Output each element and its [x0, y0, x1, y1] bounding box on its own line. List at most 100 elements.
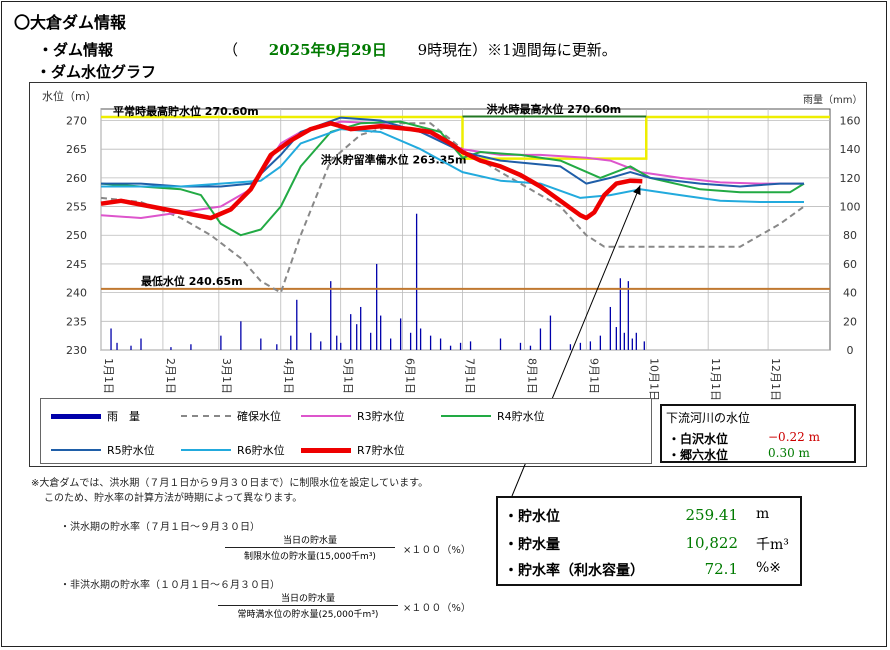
series-line	[100, 121, 643, 221]
y2-tick-label: 20	[843, 315, 857, 328]
rainfall-bar	[599, 335, 602, 350]
dam-info-label: ・ダム情報	[38, 41, 114, 59]
dam-info-date: （ 2025年9月29日 9時現在）※1週間毎に更新。	[223, 39, 617, 60]
stat-level-label: ・貯水位	[504, 509, 560, 525]
rainfall-bar	[330, 281, 332, 350]
rainfall-bar	[619, 278, 621, 350]
rainfall-bar	[627, 281, 629, 350]
rainfall-bar	[579, 342, 582, 350]
flood-max-label: 洪水時最高水位 270.60m	[486, 102, 621, 116]
time-note: 9時現在）※1週間毎に更新。	[417, 41, 617, 59]
stat-rate-unit: %※	[756, 560, 782, 576]
flood-multiplier: ×１００（%）	[403, 545, 471, 556]
date-value: 2025年9月29日	[268, 41, 387, 59]
x-tick-label: 7月1日	[464, 358, 477, 394]
note-line-1: ※大倉ダムでは、洪水期（７月１日から９月３０日まで）に制限水位を設定しています。	[31, 478, 429, 489]
y-tick-label: 270	[66, 114, 87, 127]
stat-level-unit: m	[756, 506, 770, 522]
rainfall-bar	[415, 213, 418, 350]
rainfall-bar	[140, 338, 142, 350]
legend-kakuho: 確保水位	[181, 408, 281, 424]
open-paren: （	[223, 41, 239, 59]
x-tick-label: 8月1日	[525, 358, 538, 394]
nonflood-multiplier: ×１００（%）	[403, 603, 471, 614]
rainfall-bar	[356, 324, 358, 350]
pointer-arrow-head	[633, 185, 641, 196]
rainfall-bar	[296, 299, 298, 350]
x-tick-label: 6月1日	[404, 358, 417, 394]
legend-r5-swatch	[51, 449, 101, 451]
rainfall-bar	[623, 332, 625, 350]
y2-tick-label: 60	[843, 258, 857, 271]
rainfall-bar	[170, 347, 172, 350]
legend-r4-label: R4貯水位	[497, 410, 545, 423]
rainfall-bar	[130, 345, 132, 350]
legend-r6: R6貯水位	[181, 442, 285, 458]
x-tick-label: 2月1日	[164, 358, 177, 394]
y2-tick-label: 0	[847, 344, 854, 357]
x-tick-label: 10月1日	[647, 358, 660, 401]
x-tick-label: 3月1日	[220, 358, 233, 394]
rainfall-bar	[569, 344, 572, 350]
rainfall-bar	[635, 332, 637, 350]
x-tick-label: 9月1日	[587, 358, 600, 394]
stat-volume-value: 10,822	[685, 534, 739, 552]
y2-tick-label: 100	[840, 201, 861, 214]
y-axis-title: 水位（m）	[42, 90, 97, 103]
rainfall-bar	[419, 328, 422, 350]
y-tick-label: 235	[66, 315, 87, 328]
rainfall-bar	[459, 342, 462, 350]
rainfall-bar	[549, 315, 552, 350]
legend-rain-label: 雨 量	[107, 410, 140, 423]
rainfall-bar	[643, 341, 645, 350]
y-tick-label: 230	[66, 344, 87, 357]
series-line	[101, 128, 804, 203]
rainfall-bar	[539, 328, 542, 350]
nonflood-formula-fraction: 当日の貯水量 常時満水位の貯水量(25,000千m³)	[218, 591, 398, 620]
legend-r3-label: R3貯水位	[357, 410, 405, 423]
rainfall-bar	[290, 335, 292, 350]
rainfall-bar	[399, 318, 402, 350]
rainfall-bar	[376, 263, 378, 350]
rainfall-bar	[310, 332, 312, 350]
legend-r6-label: R6貯水位	[237, 444, 285, 457]
y-tick-label: 245	[66, 258, 87, 271]
flood-formula-fraction: 当日の貯水量 制限水位の貯水量(15,000千m³)	[225, 533, 395, 562]
y-tick-label: 265	[66, 143, 87, 156]
page-title: 〇大倉ダム情報	[14, 13, 127, 32]
normal-max-level-line	[101, 115, 830, 160]
legend-r7: R7貯水位	[301, 442, 405, 458]
graph-heading: ・ダム水位グラフ	[36, 63, 157, 81]
x-tick-label: 4月1日	[282, 358, 295, 394]
rainfall-bar	[370, 332, 372, 350]
rainfall-bar	[409, 332, 412, 350]
y-tick-label: 250	[66, 229, 87, 242]
water-level-chart: 230 235 240 245 250 255 260 265 270 0 20 40 60 80 100 1…	[66, 102, 861, 497]
rainfall-bar	[110, 328, 112, 350]
dam-info-line: ・ダム情報 （ 2025年9月29日 9時現在）※1週間毎に更新。	[38, 39, 617, 60]
rainfall-bar	[449, 345, 452, 350]
y2-tick-label: 80	[843, 229, 857, 242]
nonflood-formula-title: ・非洪水期の貯水率（１０月１日〜６月３０日）	[60, 580, 280, 591]
rainfall-bar	[439, 338, 442, 350]
legend-r3: R3貯水位	[301, 408, 405, 424]
y2-tick-label: 120	[840, 172, 861, 185]
rainfall-bar	[499, 338, 502, 350]
legend-r4: R4貯水位	[441, 408, 545, 424]
flood-denominator: 制限水位の貯水量(15,000千m³)	[244, 552, 376, 562]
rainfall-bar	[340, 342, 342, 350]
series-line	[100, 122, 805, 294]
rainfall-bar	[260, 338, 262, 350]
series-line	[101, 116, 804, 188]
river-level-box: 下流河川の水位 ・白沢水位 −0.22 m ・郷六水位 0.30 m	[660, 404, 856, 463]
river-row-shirasawa: ・白沢水位 −0.22 m	[668, 430, 848, 447]
rainfall-bar	[390, 338, 392, 350]
y-tick-label: 260	[66, 172, 87, 185]
flood-formula-title: ・洪水期の貯水率（７月１日〜９月３０日）	[60, 522, 260, 533]
x-tick-label: 11月1日	[709, 358, 722, 401]
legend-r7-label: R7貯水位	[357, 444, 405, 457]
rainfall-bar	[190, 344, 192, 350]
legend-kakuho-swatch	[181, 415, 231, 417]
rainfall-bar	[589, 341, 592, 350]
rainfall-bar	[350, 314, 352, 350]
